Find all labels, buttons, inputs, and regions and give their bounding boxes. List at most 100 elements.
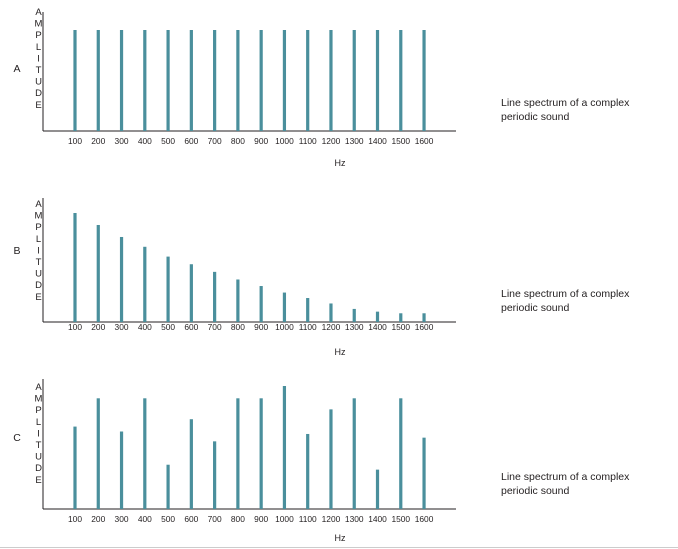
- x-tick-label: 1200: [322, 322, 341, 332]
- y-axis-label-letter: L: [36, 234, 41, 245]
- bar-1000: [283, 293, 286, 322]
- y-axis-label-letter: D: [35, 463, 42, 474]
- x-tick-label: 500: [161, 514, 175, 524]
- x-tick-label: 600: [184, 322, 198, 332]
- bar-1300: [353, 30, 356, 131]
- y-axis-label-letter: U: [35, 269, 42, 280]
- x-tick-label: 900: [254, 136, 268, 146]
- bar-1600: [422, 438, 425, 509]
- bar-1200: [329, 303, 332, 322]
- x-tick-label: 1100: [299, 136, 317, 146]
- x-tick-label: 1100: [299, 322, 317, 332]
- bar-900: [260, 30, 263, 131]
- x-tick-label: 600: [184, 514, 198, 524]
- x-tick-label: 1600: [415, 322, 434, 332]
- x-tick-label: 200: [91, 322, 105, 332]
- bar-1400: [376, 30, 379, 131]
- bar-1100: [306, 30, 309, 131]
- x-tick-label: 400: [138, 322, 152, 332]
- y-axis-label-letter: M: [35, 211, 43, 222]
- chart-caption-line: Line spectrum of a complex: [501, 288, 630, 300]
- x-tick-label: 100: [68, 514, 82, 524]
- x-tick-label: 1200: [322, 136, 341, 146]
- bar-1000: [283, 30, 286, 131]
- bar-1300: [353, 398, 356, 509]
- bar-1100: [306, 434, 309, 509]
- y-axis-label-letter: E: [35, 475, 41, 486]
- bar-900: [260, 286, 263, 322]
- x-tick-label: 1400: [368, 136, 387, 146]
- bar-300: [120, 237, 123, 322]
- y-axis-label-letter: E: [35, 292, 41, 303]
- panel-label: B: [13, 245, 20, 257]
- x-tick-label: 700: [208, 322, 222, 332]
- bar-900: [260, 398, 263, 509]
- bar-300: [120, 432, 123, 509]
- y-axis-label-letter: M: [35, 19, 43, 30]
- x-tick-label: 1500: [391, 322, 410, 332]
- bar-200: [97, 30, 100, 131]
- bar-1600: [422, 313, 425, 322]
- x-tick-label: 800: [231, 322, 245, 332]
- x-tick-label: 300: [115, 322, 129, 332]
- y-axis-label-letter: M: [35, 394, 43, 405]
- panel-label: A: [13, 63, 20, 75]
- bar-200: [97, 398, 100, 509]
- x-tick-label: 1200: [322, 514, 341, 524]
- x-tick-label: 1500: [391, 136, 410, 146]
- bar-1500: [399, 313, 402, 322]
- x-axis-unit: Hz: [335, 347, 346, 357]
- y-axis-label-letter: E: [35, 100, 41, 111]
- y-axis-label-letter: A: [35, 382, 42, 393]
- x-tick-label: 700: [208, 136, 222, 146]
- bar-500: [166, 30, 169, 131]
- bar-100: [73, 30, 76, 131]
- x-tick-label: 1600: [415, 514, 434, 524]
- bar-100: [73, 427, 76, 509]
- y-axis-label-letter: T: [36, 257, 42, 268]
- x-tick-label: 1000: [275, 136, 294, 146]
- x-tick-label: 300: [115, 136, 129, 146]
- y-axis-label-letter: I: [37, 53, 40, 64]
- x-tick-label: 100: [68, 322, 82, 332]
- x-tick-label: 900: [254, 514, 268, 524]
- chart-caption-line: Line spectrum of a complex: [501, 97, 630, 109]
- bar-1200: [329, 30, 332, 131]
- y-axis-label-letter: U: [35, 77, 42, 88]
- x-tick-label: 1300: [345, 136, 364, 146]
- bar-1500: [399, 30, 402, 131]
- bar-500: [166, 257, 169, 322]
- bar-1500: [399, 398, 402, 509]
- chart-caption-line: periodic sound: [501, 111, 569, 123]
- bar-500: [166, 465, 169, 509]
- x-tick-label: 800: [231, 514, 245, 524]
- bar-700: [213, 441, 216, 509]
- y-axis-label-letter: U: [35, 452, 42, 463]
- x-axis-unit: Hz: [335, 158, 346, 168]
- y-axis-label-letter: P: [35, 222, 41, 233]
- bar-600: [190, 419, 193, 509]
- x-tick-label: 1000: [275, 322, 294, 332]
- bar-400: [143, 30, 146, 131]
- bar-800: [236, 30, 239, 131]
- bar-700: [213, 30, 216, 131]
- bar-200: [97, 225, 100, 322]
- bar-1400: [376, 312, 379, 322]
- bar-400: [143, 247, 146, 322]
- y-axis-label-letter: I: [37, 245, 40, 256]
- y-axis-label-letter: P: [35, 405, 41, 416]
- x-axis-unit: Hz: [335, 533, 346, 543]
- bar-800: [236, 398, 239, 509]
- chart-caption-line: periodic sound: [501, 302, 569, 314]
- x-tick-label: 400: [138, 514, 152, 524]
- x-tick-label: 1300: [345, 514, 364, 524]
- y-axis-label-letter: L: [36, 417, 41, 428]
- x-tick-label: 1400: [368, 514, 387, 524]
- bar-800: [236, 279, 239, 322]
- x-tick-label: 200: [91, 514, 105, 524]
- y-axis-label-letter: L: [36, 42, 41, 53]
- x-tick-label: 300: [115, 514, 129, 524]
